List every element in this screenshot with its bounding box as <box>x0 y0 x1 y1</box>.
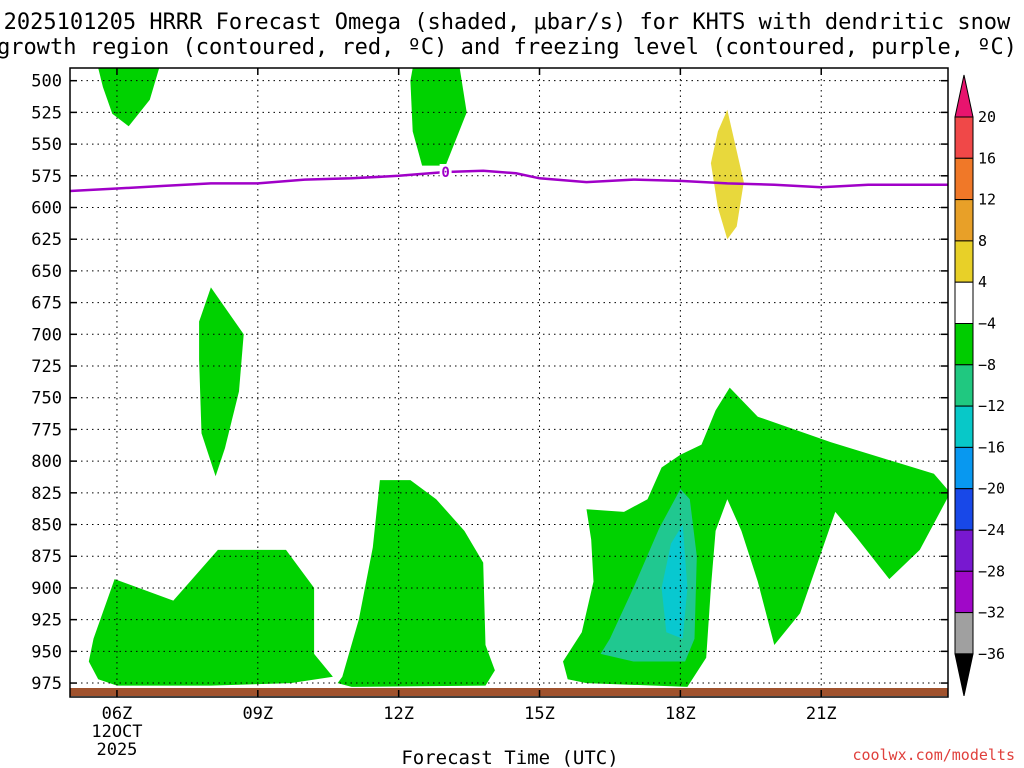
y-tick-label-575: 575 <box>31 167 62 187</box>
colorbar-swatch-1 <box>954 116 974 159</box>
y-tick-label-725: 725 <box>31 357 62 377</box>
credit-text[interactable]: coolwx.com/modelts <box>852 746 1015 764</box>
x-date-label: 12OCT <box>91 722 142 742</box>
y-tick-label-500: 500 <box>31 72 62 92</box>
y-tick-label-750: 750 <box>31 389 62 409</box>
colorbar-swatch-7 <box>954 364 974 407</box>
colorbar-swatch-11 <box>954 529 974 572</box>
omega-regions <box>88 68 948 687</box>
y-tick-label-700: 700 <box>31 325 62 345</box>
colorbar-label-11: −28 <box>978 562 1005 580</box>
colorbar-label-13: −36 <box>978 645 1005 663</box>
y-tick-label-600: 600 <box>31 198 62 218</box>
colorbar-swatch-10 <box>954 488 974 531</box>
colorbar-swatch-6 <box>954 323 974 366</box>
colorbar-swatch-3 <box>954 199 974 242</box>
x-tick-label-12Z: 12Z <box>383 704 414 724</box>
colorbar-label-6: −8 <box>978 356 996 374</box>
omega-region-5 <box>337 480 495 687</box>
colorbar-label-5: −4 <box>978 315 996 333</box>
y-tick-label-900: 900 <box>31 579 62 599</box>
plot-frame <box>69 67 949 698</box>
colorbar-bottom-arrow <box>954 653 974 697</box>
freezing-label-bg <box>439 163 452 179</box>
omega-region-1 <box>98 68 160 127</box>
x-tick-label-15Z: 15Z <box>524 704 555 724</box>
surface-bar <box>70 688 948 696</box>
omega-region-2 <box>410 68 467 166</box>
colorbar-label-0: 20 <box>978 108 996 126</box>
colorbar-swatch-12 <box>954 570 974 614</box>
omega-region-8 <box>661 524 688 639</box>
x-tick-label-09Z: 09Z <box>242 704 273 724</box>
omega-region-3 <box>199 287 244 477</box>
colorbar-label-2: 12 <box>978 191 996 209</box>
y-tick-label-550: 550 <box>31 135 62 155</box>
colorbar-label-4: 4 <box>978 273 987 291</box>
omega-region-9 <box>710 109 744 240</box>
x-year-label: 2025 <box>96 740 137 760</box>
y-tick-label-950: 950 <box>31 642 62 662</box>
freezing-level-label: 0 <box>441 165 449 181</box>
x-tick-label-18Z: 18Z <box>665 704 696 724</box>
y-tick-label-825: 825 <box>31 484 62 504</box>
chart-title-line2: growth region (contoured, red, ºC) and f… <box>0 35 1017 60</box>
colorbar-label-1: 16 <box>978 149 996 167</box>
colorbar-label-3: 8 <box>978 232 987 250</box>
freezing-level-line <box>69 169 948 193</box>
plot-area: 0 500 525 550 575 600 625 650 675 700 725 750 775 800… <box>31 67 949 760</box>
colorbar-label-10: −24 <box>978 521 1005 539</box>
y-tick-label-925: 925 <box>31 611 62 631</box>
colorbar-label-9: −20 <box>978 480 1005 498</box>
gridlines <box>70 68 948 697</box>
x-axis-title: Forecast Time (UTC) <box>401 747 618 768</box>
y-tick-label-875: 875 <box>31 547 62 567</box>
x-tick-label-06Z: 06Z <box>102 704 133 724</box>
colorbar-swatch-9 <box>954 446 974 490</box>
colorbar-swatch-5 <box>954 281 974 325</box>
x-tick-label-21Z: 21Z <box>806 704 837 724</box>
colorbar-swatch-4 <box>954 240 974 283</box>
colorbar-label-12: −32 <box>978 604 1005 622</box>
chart-title-line1: 2025101205 HRRR Forecast Omega (shaded, … <box>4 10 1011 35</box>
colorbar-label-8: −16 <box>978 438 1005 456</box>
y-tick-label-675: 675 <box>31 294 62 314</box>
y-tick-label-800: 800 <box>31 452 62 472</box>
colorbar: 20 16 12 8 4 −4 −8 −12 −16 −20 −24 −28 −32 −36 <box>954 74 1005 697</box>
omega-region-4 <box>88 549 333 686</box>
y-tick-label-525: 525 <box>31 103 62 123</box>
y-tick-label-975: 975 <box>31 674 62 694</box>
y-tick-label-625: 625 <box>31 230 62 250</box>
colorbar-top-arrow <box>954 74 974 118</box>
y-tick-label-650: 650 <box>31 262 62 282</box>
colorbar-swatch-2 <box>954 157 974 201</box>
colorbar-swatch-13 <box>954 612 974 655</box>
y-tick-label-775: 775 <box>31 420 62 440</box>
y-tick-label-850: 850 <box>31 516 62 536</box>
colorbar-label-7: −12 <box>978 397 1005 415</box>
colorbar-swatch-8 <box>954 405 974 448</box>
